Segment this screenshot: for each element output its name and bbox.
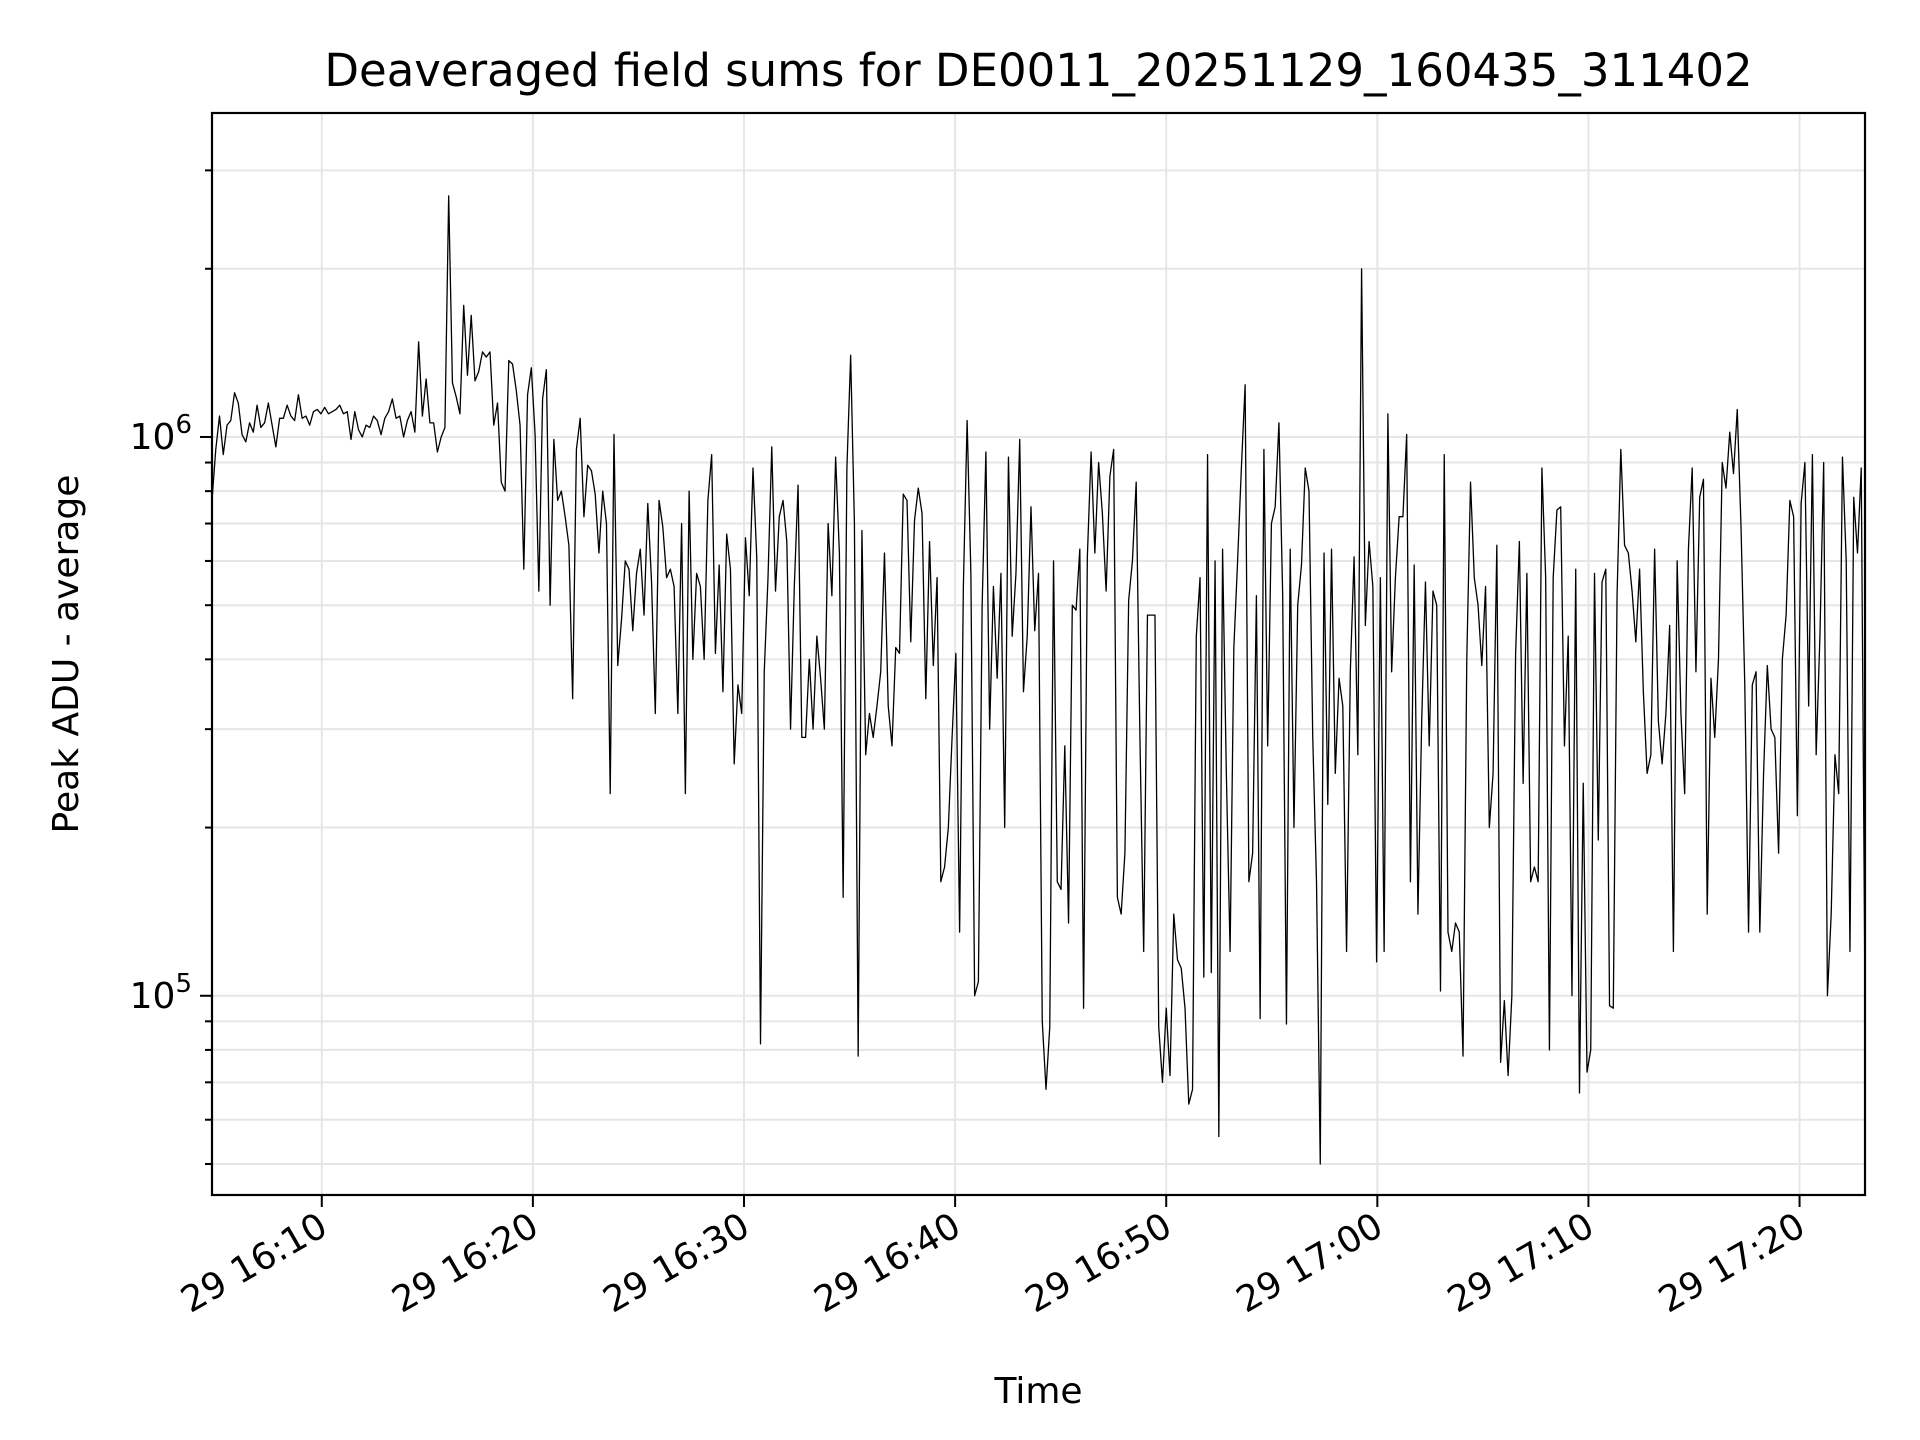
grid [212, 113, 1865, 1195]
data-series-line [211, 195, 1866, 1165]
y-tick-label-exponent: 6 [175, 410, 192, 440]
chart-title: Deaveraged field sums for DE0011_2025112… [324, 44, 1752, 97]
x-axis-label: Time [993, 1371, 1082, 1412]
y-axis-label: Peak ADU - average [46, 475, 87, 834]
y-tick-label: 105 [130, 969, 192, 1017]
plot-area-frame [210, 111, 1867, 1197]
y-tick-label-exponent: 5 [175, 969, 192, 999]
y-tick-label: 106 [130, 410, 192, 458]
y-tick-label-base: 10 [130, 417, 176, 458]
y-tick-label-base: 10 [130, 976, 176, 1017]
